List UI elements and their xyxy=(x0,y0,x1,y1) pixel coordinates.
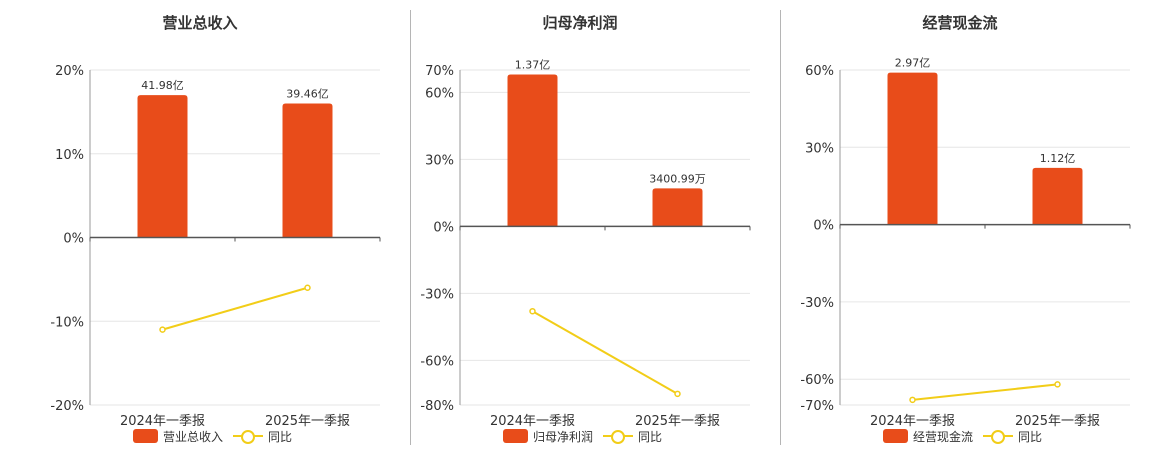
y-tick-label: 0% xyxy=(63,232,84,247)
y-tick-label: 60% xyxy=(425,86,454,101)
legend-bar-swatch xyxy=(503,429,528,443)
yoy-point xyxy=(1054,381,1061,388)
y-tick-label: -30% xyxy=(420,287,454,302)
y-tick-label: 0% xyxy=(813,219,834,234)
bar-data-label: 1.37亿 xyxy=(515,58,551,71)
legend-line-label: 同比 xyxy=(268,429,293,444)
y-tick-label: -60% xyxy=(800,373,834,388)
x-tick-label: 2024年一季报 xyxy=(490,414,575,429)
chart-svg-net-profit: 70% 60% 30% 0% -30% -60% -80% 1.37亿 3400.99万 2024… xyxy=(420,58,751,429)
bar-data-label: 2.97亿 xyxy=(895,57,931,70)
y-tick-label: -70% xyxy=(800,399,834,414)
y-tick-label: 60% xyxy=(805,64,834,79)
yoy-line xyxy=(162,286,308,331)
bar xyxy=(652,188,703,227)
yoy-point xyxy=(304,284,311,291)
bar-data-label: 39.46亿 xyxy=(286,88,329,101)
y-tick-label: -80% xyxy=(420,399,454,414)
y-tick-label: -10% xyxy=(50,315,84,330)
y-tick-label: 70% xyxy=(425,64,454,79)
bar-data-label: 3400.99万 xyxy=(649,172,706,185)
chart-svg-cash-flow: 60% 30% 0% -30% -60% -70% 2.97亿 1.12亿 2024年一季报 20… xyxy=(800,57,1131,429)
chart-svg-revenue: 20% 10% 0% -10% -20% 41.98亿 39.46亿 2024年一季报 2025… xyxy=(50,64,381,429)
legend-bar-label: 营业总收入 xyxy=(163,429,224,444)
panel-divider xyxy=(780,10,781,445)
legend-line-swatch xyxy=(983,429,1014,444)
y-tick-label: 30% xyxy=(425,153,454,168)
bar-data-label: 1.12亿 xyxy=(1040,152,1076,165)
yoy-point xyxy=(529,307,536,315)
x-tick-label: 2025年一季报 xyxy=(1015,414,1100,429)
bar xyxy=(887,72,938,225)
legend-line-swatch xyxy=(603,429,634,444)
legend-bar-label: 经营现金流 xyxy=(913,429,974,444)
bar xyxy=(507,74,558,227)
yoy-line xyxy=(532,310,678,395)
chart-title: 营业总收入 xyxy=(162,14,238,32)
legend-line-swatch xyxy=(233,429,264,444)
y-tick-label: 0% xyxy=(433,220,454,235)
panel-divider xyxy=(410,10,411,445)
chart-panel-net-profit: 归母净利润 70% 60% 30% 0% -30% -60% -80% 1.37亿 3400.9… xyxy=(370,0,770,450)
chart-title: 归母净利润 xyxy=(542,14,618,32)
y-tick-label: 30% xyxy=(805,141,834,156)
chart-panel-cash-flow: 经营现金流 60% 30% 0% -30% -60% -70% 2.97亿 1.12亿 2024… xyxy=(750,0,1150,450)
legend-bar-swatch xyxy=(133,429,158,443)
bar xyxy=(137,95,188,238)
x-tick-label: 2024年一季报 xyxy=(120,414,205,429)
x-tick-label: 2025年一季报 xyxy=(265,414,350,429)
bar-data-label: 41.98亿 xyxy=(141,79,184,92)
legend-bar-label: 归母净利润 xyxy=(533,429,594,444)
yoy-point xyxy=(909,396,916,404)
legend: 营业总收入 同比 xyxy=(133,427,292,445)
y-tick-label: -20% xyxy=(50,399,84,414)
yoy-point xyxy=(159,326,166,333)
bar xyxy=(1032,167,1083,225)
y-tick-label: -60% xyxy=(420,354,454,369)
legend: 归母净利润 同比 xyxy=(503,427,662,445)
y-tick-label: -30% xyxy=(800,296,834,311)
chart-panel-revenue: 营业总收入 20% 10% 0% -10% -20% 41.98亿 39.46亿 2024年一… xyxy=(0,0,400,450)
legend: 经营现金流 同比 xyxy=(883,427,1042,445)
legend-line-label: 同比 xyxy=(638,429,663,444)
y-tick-label: 20% xyxy=(55,64,84,79)
x-tick-label: 2024年一季报 xyxy=(870,414,955,429)
y-tick-label: 10% xyxy=(55,148,84,163)
bar xyxy=(282,103,333,238)
legend-line-label: 同比 xyxy=(1018,429,1043,444)
yoy-point xyxy=(674,390,681,398)
yoy-line xyxy=(912,383,1058,401)
chart-title: 经营现金流 xyxy=(922,14,998,32)
legend-bar-swatch xyxy=(883,429,908,443)
x-tick-label: 2025年一季报 xyxy=(635,414,720,429)
